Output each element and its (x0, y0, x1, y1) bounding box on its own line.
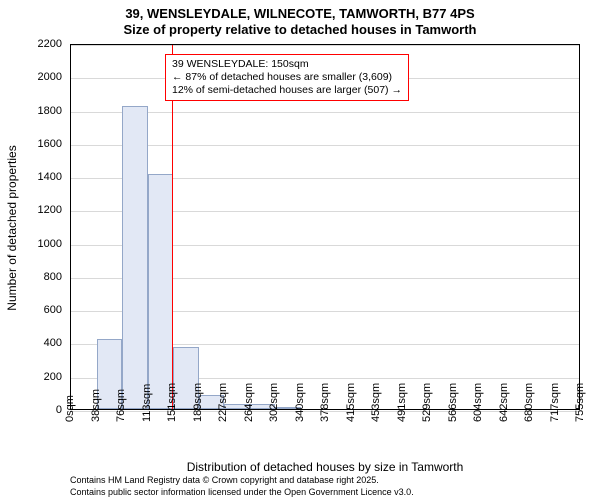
chart-title-line2: Size of property relative to detached ho… (0, 22, 600, 37)
annotation-line2: ← 87% of detached houses are smaller (3,… (172, 71, 402, 84)
y-tick-label: 1400 (0, 171, 62, 183)
footer-line1: Contains HM Land Registry data © Crown c… (70, 475, 379, 485)
plot-area: 39 WENSLEYDALE: 150sqm← 87% of detached … (70, 44, 580, 410)
y-tick-label: 600 (0, 304, 62, 316)
y-axis-label: Number of detached properties (5, 45, 19, 411)
y-tick-label: 1000 (0, 238, 62, 250)
annotation-box: 39 WENSLEYDALE: 150sqm← 87% of detached … (165, 54, 409, 101)
y-tick-label: 800 (0, 271, 62, 283)
gridline-h (71, 45, 579, 46)
footer-line2: Contains public sector information licen… (70, 487, 414, 497)
annotation-line1: 39 WENSLEYDALE: 150sqm (172, 58, 402, 71)
y-tick-label: 200 (0, 371, 62, 383)
y-tick-label: 1200 (0, 204, 62, 216)
y-tick-label: 0 (0, 404, 62, 416)
y-tick-label: 1800 (0, 105, 62, 117)
histogram-bar (148, 174, 174, 409)
y-tick-label: 400 (0, 337, 62, 349)
x-axis-label: Distribution of detached houses by size … (70, 460, 580, 474)
y-tick-label: 1600 (0, 138, 62, 150)
y-tick-label: 2000 (0, 71, 62, 83)
chart-container: { "chart": { "type": "histogram", "title… (0, 0, 600, 500)
chart-title-line1: 39, WENSLEYDALE, WILNECOTE, TAMWORTH, B7… (0, 6, 600, 21)
histogram-bar (122, 106, 148, 409)
y-tick-label: 2200 (0, 38, 62, 50)
annotation-line3: 12% of semi-detached houses are larger (… (172, 84, 402, 97)
